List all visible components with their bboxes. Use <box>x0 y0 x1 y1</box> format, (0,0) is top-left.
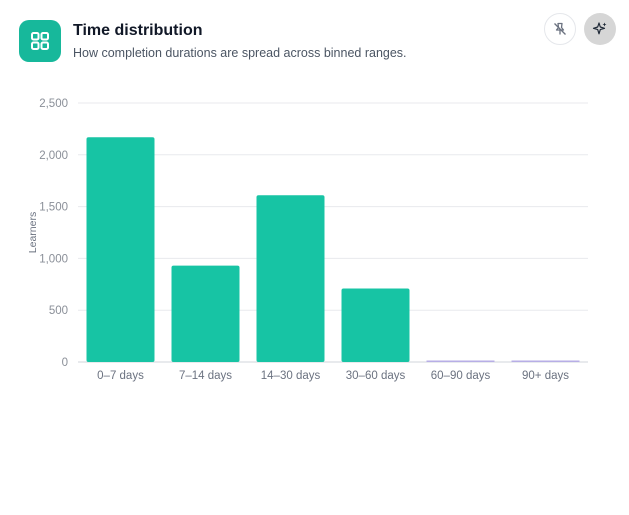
bar-chart: 0 500 1,000 1,500 2,000 2,500 0–7 days 7–14 da… <box>27 98 588 382</box>
y-tick-label: 2,000 <box>39 150 68 162</box>
y-tick-label: 2,500 <box>39 98 68 110</box>
x-tick-label: 90+ days <box>522 370 569 382</box>
bar[interactable] <box>341 288 410 362</box>
bar[interactable] <box>256 195 325 362</box>
x-tick-label: 60–90 days <box>431 370 491 382</box>
unpin-button[interactable] <box>544 13 576 45</box>
x-tick-label: 7–14 days <box>179 370 232 382</box>
gridlines <box>78 102 588 311</box>
bars <box>86 137 580 363</box>
bar[interactable] <box>426 360 495 363</box>
y-axis-ticks: 0 500 1,000 1,500 2,000 2,500 <box>39 98 68 369</box>
grid-icon <box>19 20 61 62</box>
sparkle-icon <box>592 22 607 35</box>
bar[interactable] <box>511 360 580 363</box>
chart-title: Time distribution <box>73 22 203 39</box>
y-tick-label: 0 <box>62 357 68 369</box>
y-tick-label: 1,500 <box>39 202 68 214</box>
x-tick-label: 14–30 days <box>261 370 321 382</box>
x-tick-label: 0–7 days <box>97 370 144 382</box>
y-tick-label: 1,000 <box>39 253 68 265</box>
bar[interactable] <box>86 137 155 362</box>
ai-insights-button[interactable] <box>584 13 616 45</box>
y-axis-label: Learners <box>27 212 39 253</box>
pin-off-icon <box>554 22 566 35</box>
y-tick-label: 500 <box>49 305 68 317</box>
bar[interactable] <box>171 265 240 362</box>
x-axis-ticks: 0–7 days 7–14 days 14–30 days 30–60 days 60–… <box>97 370 569 382</box>
x-tick-label: 30–60 days <box>346 370 406 382</box>
chart-subtitle: How completion durations are spread acro… <box>73 46 407 60</box>
